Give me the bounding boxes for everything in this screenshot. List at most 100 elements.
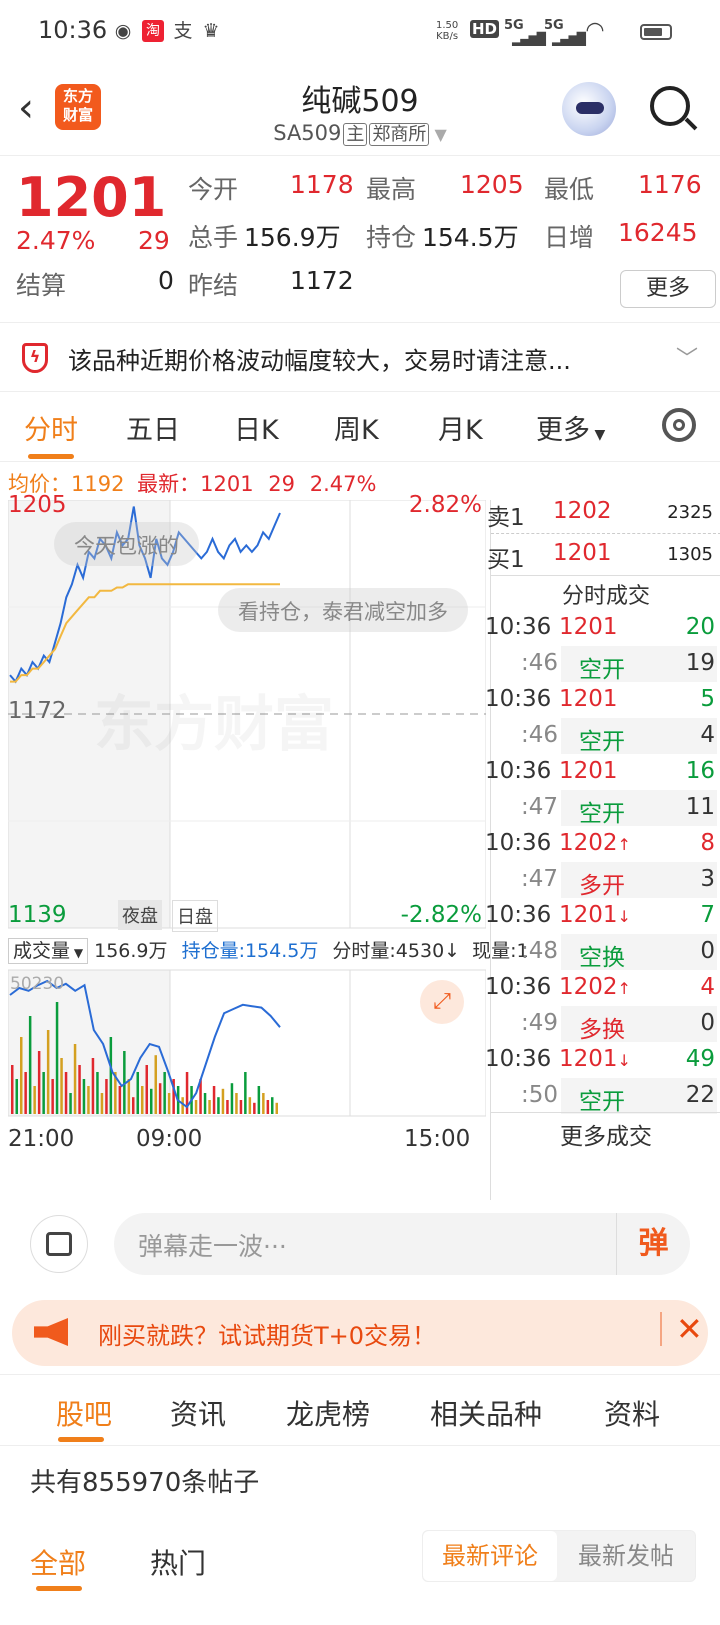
robot-assistant-icon[interactable] bbox=[562, 82, 616, 136]
open-value: 1178 bbox=[290, 170, 354, 199]
trade-row: 10:36 1201↓ 7 bbox=[485, 898, 720, 934]
volume-bar bbox=[100, 1093, 104, 1114]
trade-price: 1201↓ bbox=[559, 902, 631, 928]
last-price: 1201 bbox=[16, 166, 167, 229]
exchange-tag: 郑商所 bbox=[369, 123, 430, 146]
close-icon[interactable]: ✕ bbox=[660, 1312, 703, 1346]
bid-volume: 1305 bbox=[667, 544, 713, 565]
trade-time: 10:36 bbox=[485, 974, 552, 1000]
trade-type: 空换 bbox=[579, 945, 625, 971]
volume-bar bbox=[87, 1086, 90, 1114]
status-time: 10:36 bbox=[38, 16, 108, 44]
tab-five-day[interactable]: 五日 bbox=[126, 415, 180, 446]
trade-type: 空开 bbox=[579, 729, 625, 755]
volume-bar bbox=[158, 1083, 162, 1114]
volume-bar bbox=[24, 1072, 27, 1114]
main-contract-tag: 主 bbox=[343, 123, 368, 146]
tab-related[interactable]: 相关品种 bbox=[430, 1398, 543, 1431]
sort-toggle: 最新评论 最新发帖 bbox=[422, 1530, 696, 1582]
more-quote-button[interactable]: 更多 bbox=[620, 270, 716, 308]
trade-time: 10:36 bbox=[485, 614, 552, 640]
volume-bar bbox=[257, 1086, 261, 1114]
trade-row: 10:36 1201↓ 49 bbox=[485, 1042, 720, 1078]
trade-row: 10:36 1202↑ 8 bbox=[485, 826, 720, 862]
trade-volume: 20 bbox=[685, 614, 715, 640]
page-title: 纯碱509 bbox=[301, 84, 419, 119]
time-start: 21:00 bbox=[8, 1126, 75, 1152]
trade-detail-row: :47 空开 11 bbox=[491, 790, 720, 827]
filter-all[interactable]: 全部 bbox=[30, 1547, 87, 1580]
signal-bars-2: ▂▄▆█ bbox=[552, 32, 586, 46]
volume-label: 总手 bbox=[188, 223, 239, 252]
contract-subtitle[interactable]: SA509 主郑商所 ▼ bbox=[273, 121, 447, 146]
volume-bar bbox=[33, 1086, 36, 1114]
volume-bar bbox=[266, 1100, 270, 1114]
trade-type: 多开 bbox=[579, 873, 625, 899]
active-tab-indicator bbox=[28, 454, 74, 459]
tab-monthly-k[interactable]: 月K bbox=[438, 415, 483, 446]
volume-bar bbox=[275, 1102, 278, 1114]
more-trades-button[interactable]: 更多成交 bbox=[491, 1112, 720, 1162]
volume-bar bbox=[212, 1086, 216, 1114]
daily-inc-label: 日增 bbox=[544, 223, 595, 252]
day-session-tag[interactable]: 日盘 bbox=[172, 900, 218, 932]
volume-dropdown[interactable]: 成交量 ▼ bbox=[8, 938, 89, 964]
promo-text: 刚买就跌？试试期货T+0交易！ bbox=[98, 1322, 437, 1350]
tab-weekly-k[interactable]: 周K bbox=[334, 415, 379, 446]
tab-intraday[interactable]: 分时 bbox=[24, 415, 78, 446]
volume-bar bbox=[96, 1072, 99, 1114]
volatility-warning[interactable]: ϟ 该品种近期价格波动幅度较大，交易时请注意... ﹀ bbox=[0, 322, 720, 392]
volume-bar bbox=[69, 1093, 72, 1114]
intraday-info-line: 均价：1192 最新：1201 29 2.47% bbox=[8, 472, 377, 496]
low-value: 1176 bbox=[638, 170, 702, 199]
volume-bar bbox=[20, 1037, 23, 1114]
warning-text: 该品种近期价格波动幅度较大，交易时请注意... bbox=[68, 347, 571, 375]
danmu-toggle-button[interactable]: 弹 bbox=[616, 1213, 690, 1275]
promo-banner[interactable]: 刚买就跌？试试期货T+0交易！ ✕ bbox=[12, 1300, 708, 1366]
tab-guba[interactable]: 股吧 bbox=[56, 1398, 113, 1431]
trade-type: 空开 bbox=[579, 657, 625, 683]
trade-second: :49 bbox=[521, 1010, 559, 1036]
night-session-bg bbox=[8, 500, 170, 928]
search-icon[interactable] bbox=[650, 86, 698, 131]
trade-row: 10:36 1201 16 bbox=[485, 754, 720, 790]
sort-latest-post[interactable]: 最新发帖 bbox=[578, 1542, 674, 1570]
volume-bar bbox=[194, 1100, 198, 1114]
danmu-bar: 弹幕走一波··· 弹 bbox=[0, 1205, 720, 1285]
chevron-down-icon[interactable]: ﹀ bbox=[676, 347, 699, 372]
volume-axis-label: 50230 bbox=[10, 974, 65, 994]
tab-daily-k[interactable]: 日K bbox=[234, 415, 279, 446]
volume-bar bbox=[253, 1102, 256, 1114]
danmu-input[interactable]: 弹幕走一波··· bbox=[114, 1213, 690, 1275]
tab-profile[interactable]: 资料 bbox=[604, 1398, 661, 1431]
trade-price: 1201↓ bbox=[559, 1046, 631, 1072]
volume-bar bbox=[73, 1044, 77, 1114]
hd-icon: HD bbox=[470, 20, 500, 38]
trade-price: 1201 bbox=[559, 686, 618, 712]
volume-bar bbox=[163, 1072, 166, 1114]
trade-detail-row: :47 多开 3 bbox=[491, 862, 720, 899]
tab-news[interactable]: 资讯 bbox=[170, 1398, 227, 1431]
eastmoney-logo[interactable]: 东方 财富 bbox=[55, 84, 101, 130]
alipay-icon: 支 bbox=[173, 20, 193, 42]
tab-dragon-tiger[interactable]: 龙虎榜 bbox=[286, 1398, 371, 1431]
expand-icon[interactable]: ⤢ bbox=[420, 980, 464, 1024]
tab-more[interactable]: 更多 ▼ bbox=[536, 415, 606, 446]
volume-bar bbox=[136, 1072, 139, 1114]
danmu-settings-icon[interactable] bbox=[30, 1215, 88, 1273]
price-line bbox=[9, 506, 281, 684]
volume-bar bbox=[37, 1051, 41, 1114]
trade-time: 10:36 bbox=[485, 902, 552, 928]
settings-gear-icon[interactable] bbox=[662, 408, 696, 442]
back-chevron-icon[interactable]: ‹ bbox=[18, 85, 34, 131]
trade-oi-change: 4 bbox=[700, 722, 715, 748]
high-value: 1205 bbox=[460, 170, 524, 199]
sort-latest-comment[interactable]: 最新评论 bbox=[423, 1531, 557, 1581]
info-change: 29 bbox=[268, 472, 296, 496]
volume-bar bbox=[127, 1079, 131, 1114]
avg-price-line bbox=[10, 583, 280, 683]
night-session-tag[interactable]: 夜盘 bbox=[118, 900, 162, 930]
filter-hot[interactable]: 热门 bbox=[150, 1547, 207, 1580]
info-pct: 2.47% bbox=[309, 472, 377, 496]
